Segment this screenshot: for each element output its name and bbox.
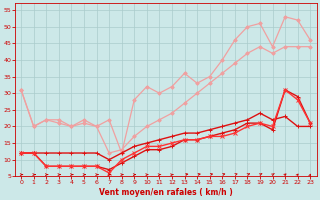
X-axis label: Vent moyen/en rafales ( km/h ): Vent moyen/en rafales ( km/h )	[99, 188, 233, 197]
